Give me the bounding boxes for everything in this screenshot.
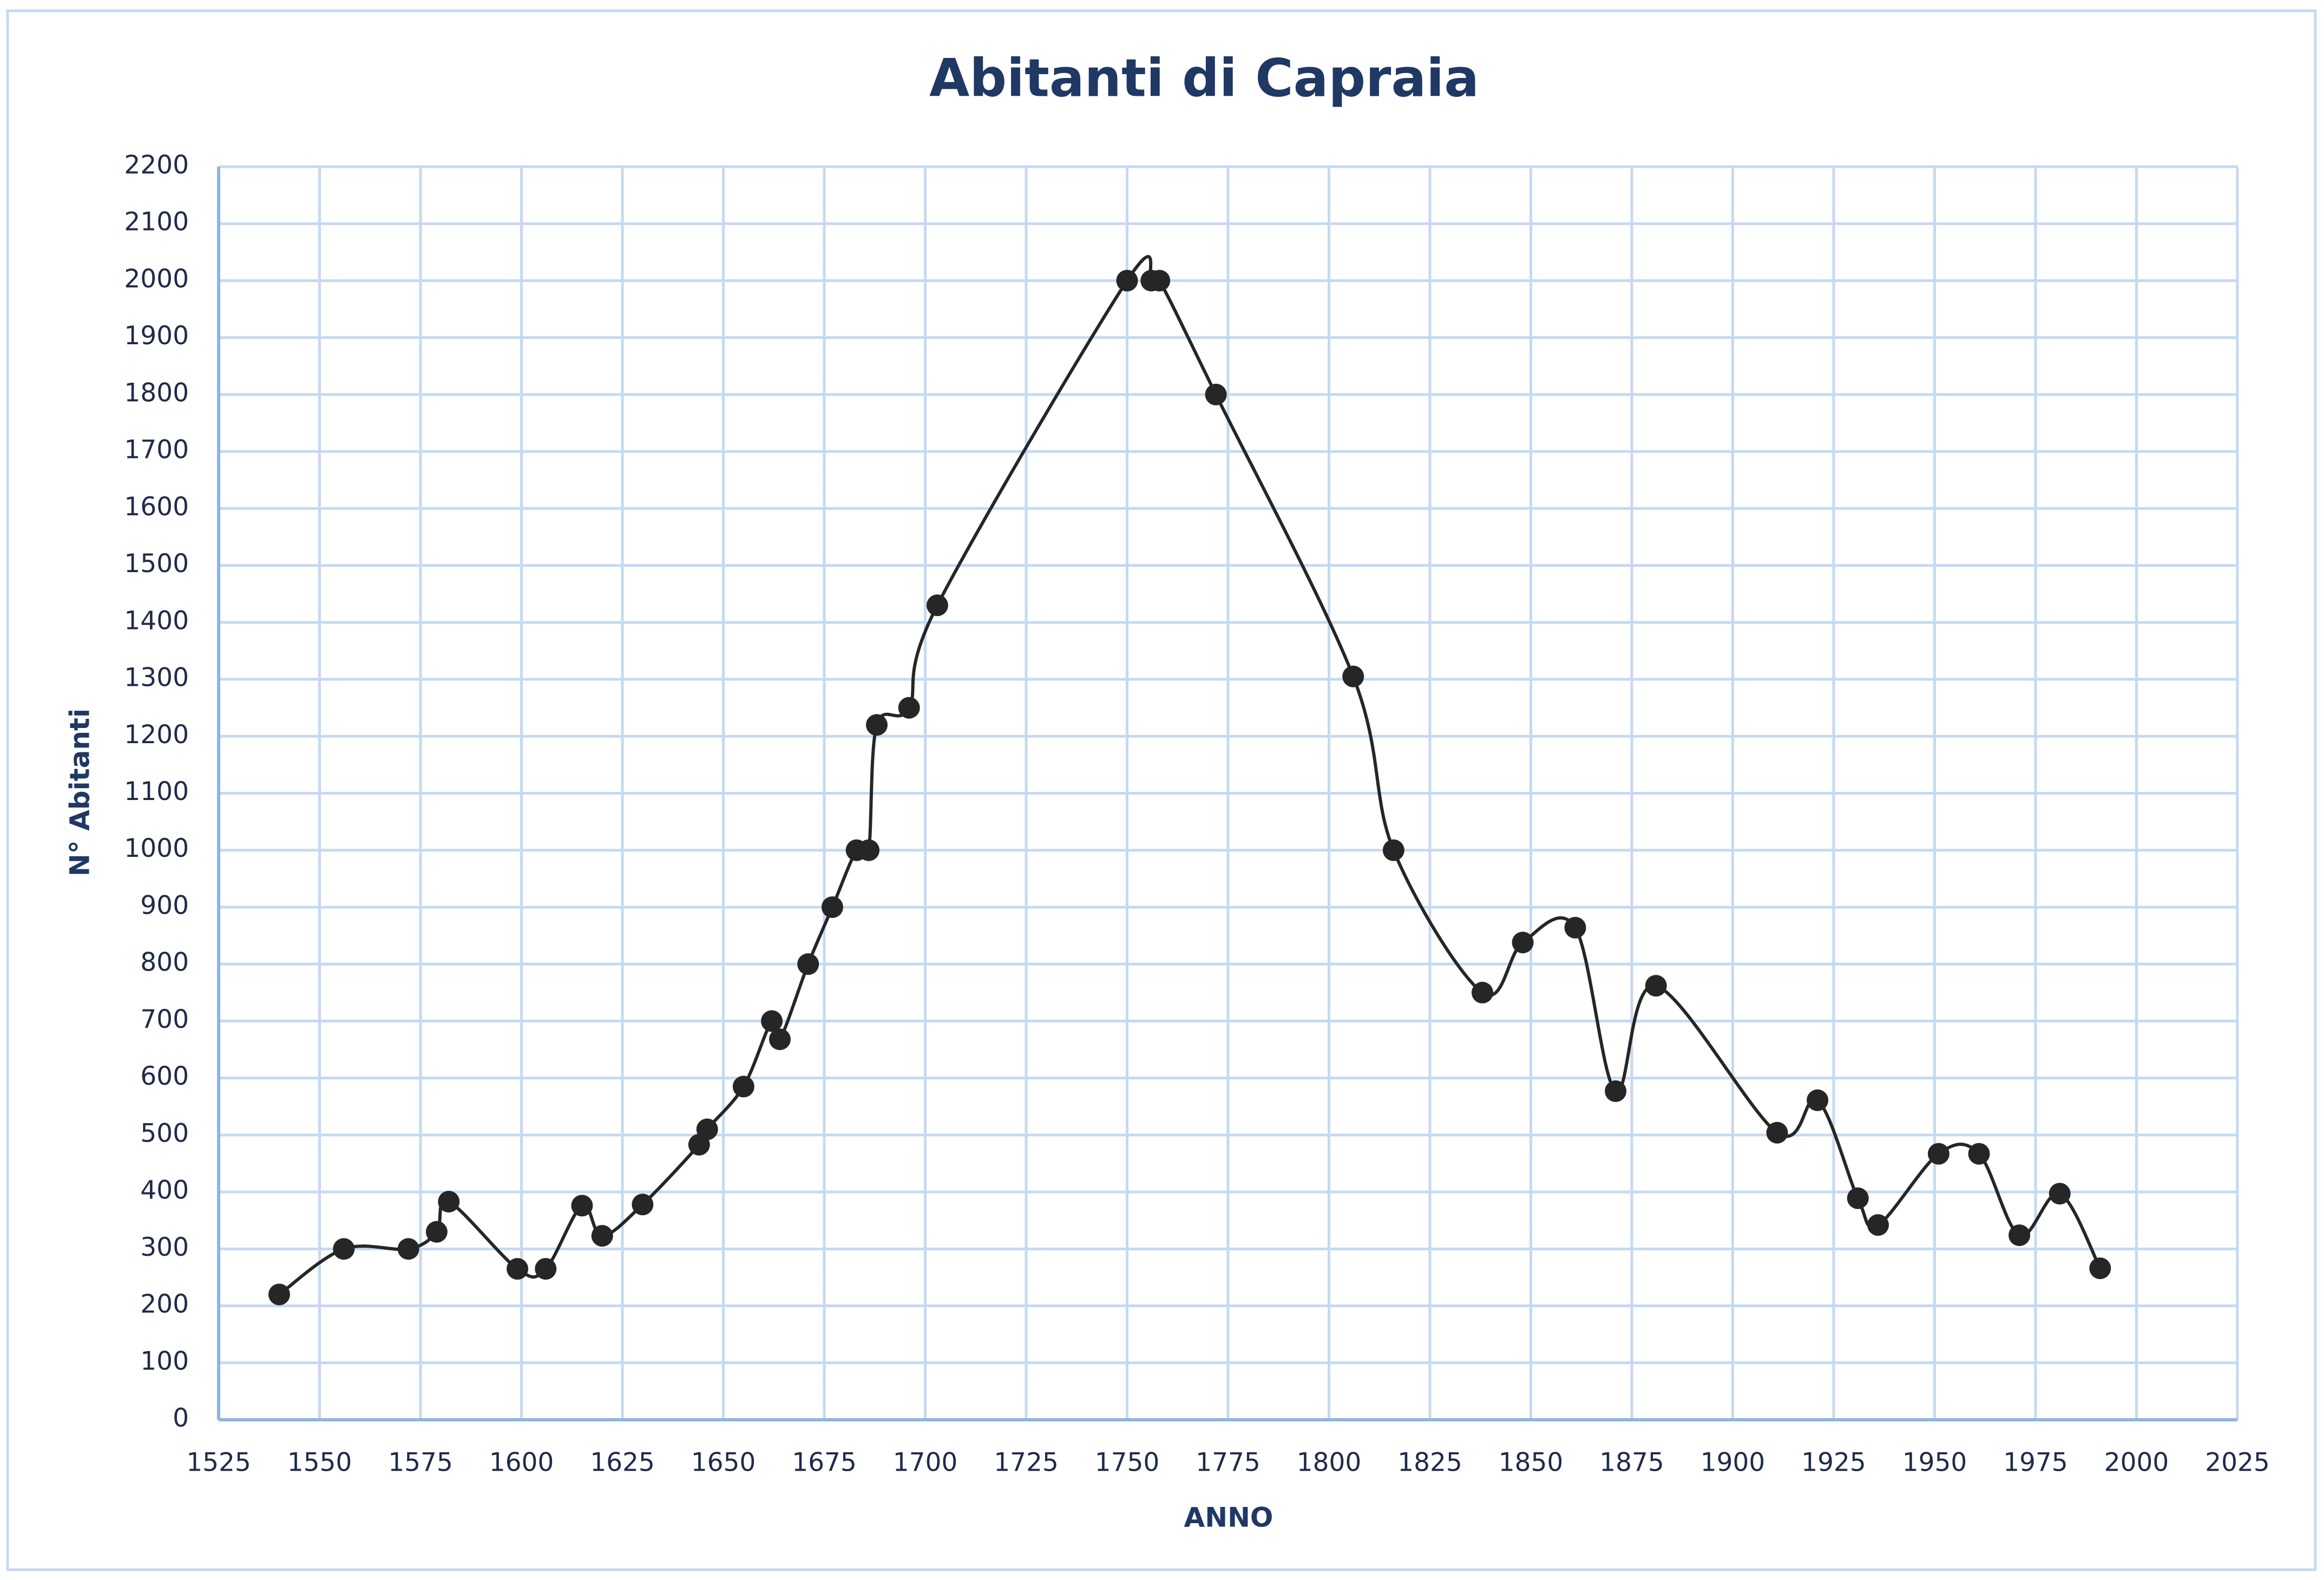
y-tick-label: 400	[140, 1176, 189, 1205]
data-point	[1342, 665, 1364, 687]
x-tick-label: 1900	[1701, 1448, 1765, 1478]
data-point	[1116, 270, 1138, 292]
data-point	[1205, 383, 1227, 405]
data-point	[507, 1258, 529, 1280]
x-tick-label: 1975	[2003, 1448, 2068, 1478]
data-point	[2089, 1257, 2111, 1280]
y-tick-label: 500	[140, 1118, 189, 1148]
y-tick-label: 1400	[124, 606, 189, 635]
data-point	[571, 1195, 593, 1217]
x-tick-label: 1725	[994, 1448, 1059, 1478]
y-tick-label: 2100	[124, 207, 189, 237]
x-tick-label: 1875	[1599, 1448, 1664, 1478]
data-point	[1382, 839, 1404, 861]
data-point	[1471, 981, 1493, 1004]
data-point	[1564, 916, 1586, 939]
y-tick-label: 100	[140, 1346, 189, 1376]
data-point	[865, 714, 888, 736]
y-tick-label: 2000	[124, 264, 189, 294]
data-point	[1847, 1187, 1869, 1209]
data-point	[1968, 1143, 1990, 1165]
data-point	[821, 896, 843, 918]
data-point	[268, 1283, 290, 1306]
data-point	[632, 1194, 654, 1216]
data-point	[535, 1258, 557, 1280]
data-point	[769, 1028, 791, 1051]
data-point	[1807, 1089, 1829, 1111]
x-tick-label: 1525	[186, 1448, 251, 1478]
y-tick-label: 1200	[124, 720, 189, 750]
y-tick-label: 1000	[124, 834, 189, 863]
y-tick-label: 1500	[124, 549, 189, 579]
data-point	[591, 1225, 613, 1247]
data-point	[1605, 1080, 1627, 1102]
data-point	[438, 1190, 460, 1212]
x-tick-label: 1675	[792, 1448, 857, 1478]
data-point	[1512, 932, 1534, 954]
data-point	[926, 594, 948, 617]
y-tick-label: 1300	[124, 663, 189, 693]
data-point	[333, 1238, 355, 1260]
data-point	[1766, 1122, 1788, 1144]
y-tick-label: 600	[140, 1061, 189, 1091]
y-tick-label: 700	[140, 1005, 189, 1034]
x-tick-label: 1750	[1095, 1448, 1160, 1478]
data-point	[425, 1221, 448, 1243]
data-line	[278, 255, 2102, 1296]
y-tick-label: 1700	[124, 435, 189, 465]
y-tick-label: 0	[173, 1404, 189, 1433]
x-tick-label: 2025	[2205, 1448, 2270, 1478]
data-point	[1645, 975, 1667, 997]
chart-title: Abitanti di Capraia	[929, 48, 1479, 108]
x-tick-label: 1775	[1196, 1448, 1261, 1478]
y-tick-label: 2200	[124, 150, 189, 180]
x-axis-label: ANNO	[1184, 1502, 1273, 1533]
data-point	[2049, 1183, 2071, 1205]
x-tick-label: 1825	[1397, 1448, 1462, 1478]
x-tick-label: 1850	[1499, 1448, 1564, 1478]
data-point	[2008, 1224, 2031, 1247]
x-tick-label: 1575	[388, 1448, 453, 1478]
data-point	[898, 697, 920, 719]
data-point	[696, 1118, 718, 1140]
x-tick-label: 1600	[489, 1448, 554, 1478]
data-point	[761, 1010, 783, 1032]
data-point	[397, 1238, 419, 1260]
data-point	[1148, 270, 1171, 292]
x-tick-label: 1950	[1902, 1448, 1967, 1478]
data-point	[1927, 1143, 1949, 1165]
x-tick-label: 1925	[1801, 1448, 1866, 1478]
y-tick-label: 1900	[124, 321, 189, 351]
y-tick-label: 300	[140, 1232, 189, 1262]
data-point	[1867, 1214, 1889, 1236]
x-tick-label: 2000	[2104, 1448, 2169, 1478]
x-tick-label: 1550	[287, 1448, 352, 1478]
chart-frame	[6, 9, 2317, 1571]
x-tick-label: 1650	[691, 1448, 756, 1478]
y-axis-label: N° Abitanti	[64, 709, 96, 876]
x-tick-label: 1700	[893, 1448, 958, 1478]
x-tick-label: 1625	[590, 1448, 655, 1478]
y-tick-label: 1600	[124, 492, 189, 522]
y-tick-label: 200	[140, 1289, 189, 1319]
y-tick-label: 800	[140, 948, 189, 978]
y-tick-label: 1800	[124, 378, 189, 408]
data-point	[797, 953, 819, 975]
data-point	[858, 839, 880, 861]
y-tick-label: 1100	[124, 777, 189, 807]
y-tick-label: 900	[140, 890, 189, 920]
data-point	[732, 1076, 754, 1098]
x-tick-label: 1800	[1297, 1448, 1362, 1478]
